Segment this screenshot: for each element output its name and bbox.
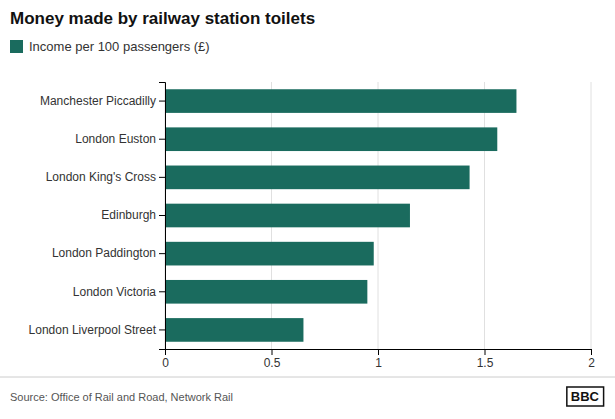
badge-label: BBC bbox=[571, 389, 600, 404]
bar bbox=[165, 89, 516, 113]
y-tick: London King's Cross bbox=[46, 170, 165, 184]
bar bbox=[165, 280, 367, 304]
title: Money made by railway station toilets bbox=[10, 9, 315, 28]
x-tick-mark bbox=[378, 349, 379, 355]
bars bbox=[165, 89, 516, 342]
chart: Money made by railway station toilets Inc… bbox=[0, 0, 615, 419]
x-tick-label: 1.5 bbox=[477, 356, 494, 370]
y-tick: London Paddington bbox=[52, 246, 165, 260]
legend-item: Income per 100 passengers (£) bbox=[10, 39, 210, 54]
x-tick: 1 bbox=[375, 349, 382, 370]
y-axis: London Liverpool Street London Victoria Lo… bbox=[29, 83, 166, 350]
y-tick: London Liverpool Street bbox=[29, 323, 165, 337]
grid-line bbox=[484, 82, 485, 349]
bar bbox=[165, 204, 410, 228]
x-tick: 2 bbox=[588, 349, 595, 370]
y-tick: Manchester Piccadilly bbox=[40, 94, 165, 108]
bar bbox=[165, 127, 497, 151]
y-tick-mark bbox=[159, 139, 165, 140]
bar bbox=[165, 242, 374, 266]
y-tick-label: Manchester Piccadilly bbox=[40, 94, 156, 108]
y-tick: London Euston bbox=[75, 132, 165, 146]
y-tick-label: London Paddington bbox=[52, 246, 156, 260]
y-tick-mark bbox=[159, 329, 165, 330]
badge-box bbox=[567, 387, 604, 406]
grid-line bbox=[591, 82, 592, 349]
y-tick-mark bbox=[159, 215, 165, 216]
legend-label: Income per 100 passengers (£) bbox=[29, 39, 210, 54]
separator bbox=[0, 377, 615, 378]
y-tick-label: London Liverpool Street bbox=[29, 323, 157, 337]
bar bbox=[165, 318, 303, 342]
y-tick: London Victoria bbox=[73, 285, 165, 299]
x-axis-line bbox=[166, 350, 592, 356]
bar bbox=[165, 166, 470, 190]
y-tick-mark bbox=[159, 253, 165, 254]
y-tick-mark bbox=[159, 177, 165, 178]
plot: 0 0.5 1 1.5 2 London Liverpool Street London V… bbox=[29, 82, 596, 370]
y-tick-label: Edinburgh bbox=[101, 208, 156, 222]
x-tick-mark bbox=[591, 349, 592, 355]
x-tick: 0 bbox=[162, 349, 169, 370]
source: Source: Office of Rail and Road, Network… bbox=[10, 391, 233, 403]
x-tick: 1.5 bbox=[477, 349, 494, 370]
x-tick-label: 0 bbox=[162, 356, 169, 370]
y-tick-label: London Victoria bbox=[73, 285, 157, 299]
x-tick-mark bbox=[485, 349, 486, 355]
y-tick-label: London King's Cross bbox=[46, 170, 156, 184]
y-axis-line bbox=[159, 83, 166, 350]
y-tick-label: London Euston bbox=[75, 132, 156, 146]
x-tick-label: 1 bbox=[375, 356, 382, 370]
legend-swatch bbox=[10, 40, 23, 53]
x-tick-label: 2 bbox=[588, 356, 595, 370]
y-tick: Edinburgh bbox=[101, 208, 165, 222]
legend: Income per 100 passengers (£) bbox=[10, 39, 210, 54]
x-tick-mark bbox=[272, 349, 273, 355]
x-tick-label: 0.5 bbox=[264, 356, 281, 370]
y-tick-mark bbox=[159, 101, 165, 102]
y-tick-mark bbox=[159, 291, 165, 292]
grid bbox=[165, 82, 591, 349]
x-axis: 0 0.5 1 1.5 2 bbox=[162, 349, 595, 370]
badge: BBC bbox=[567, 387, 604, 406]
x-tick: 0.5 bbox=[264, 349, 281, 370]
